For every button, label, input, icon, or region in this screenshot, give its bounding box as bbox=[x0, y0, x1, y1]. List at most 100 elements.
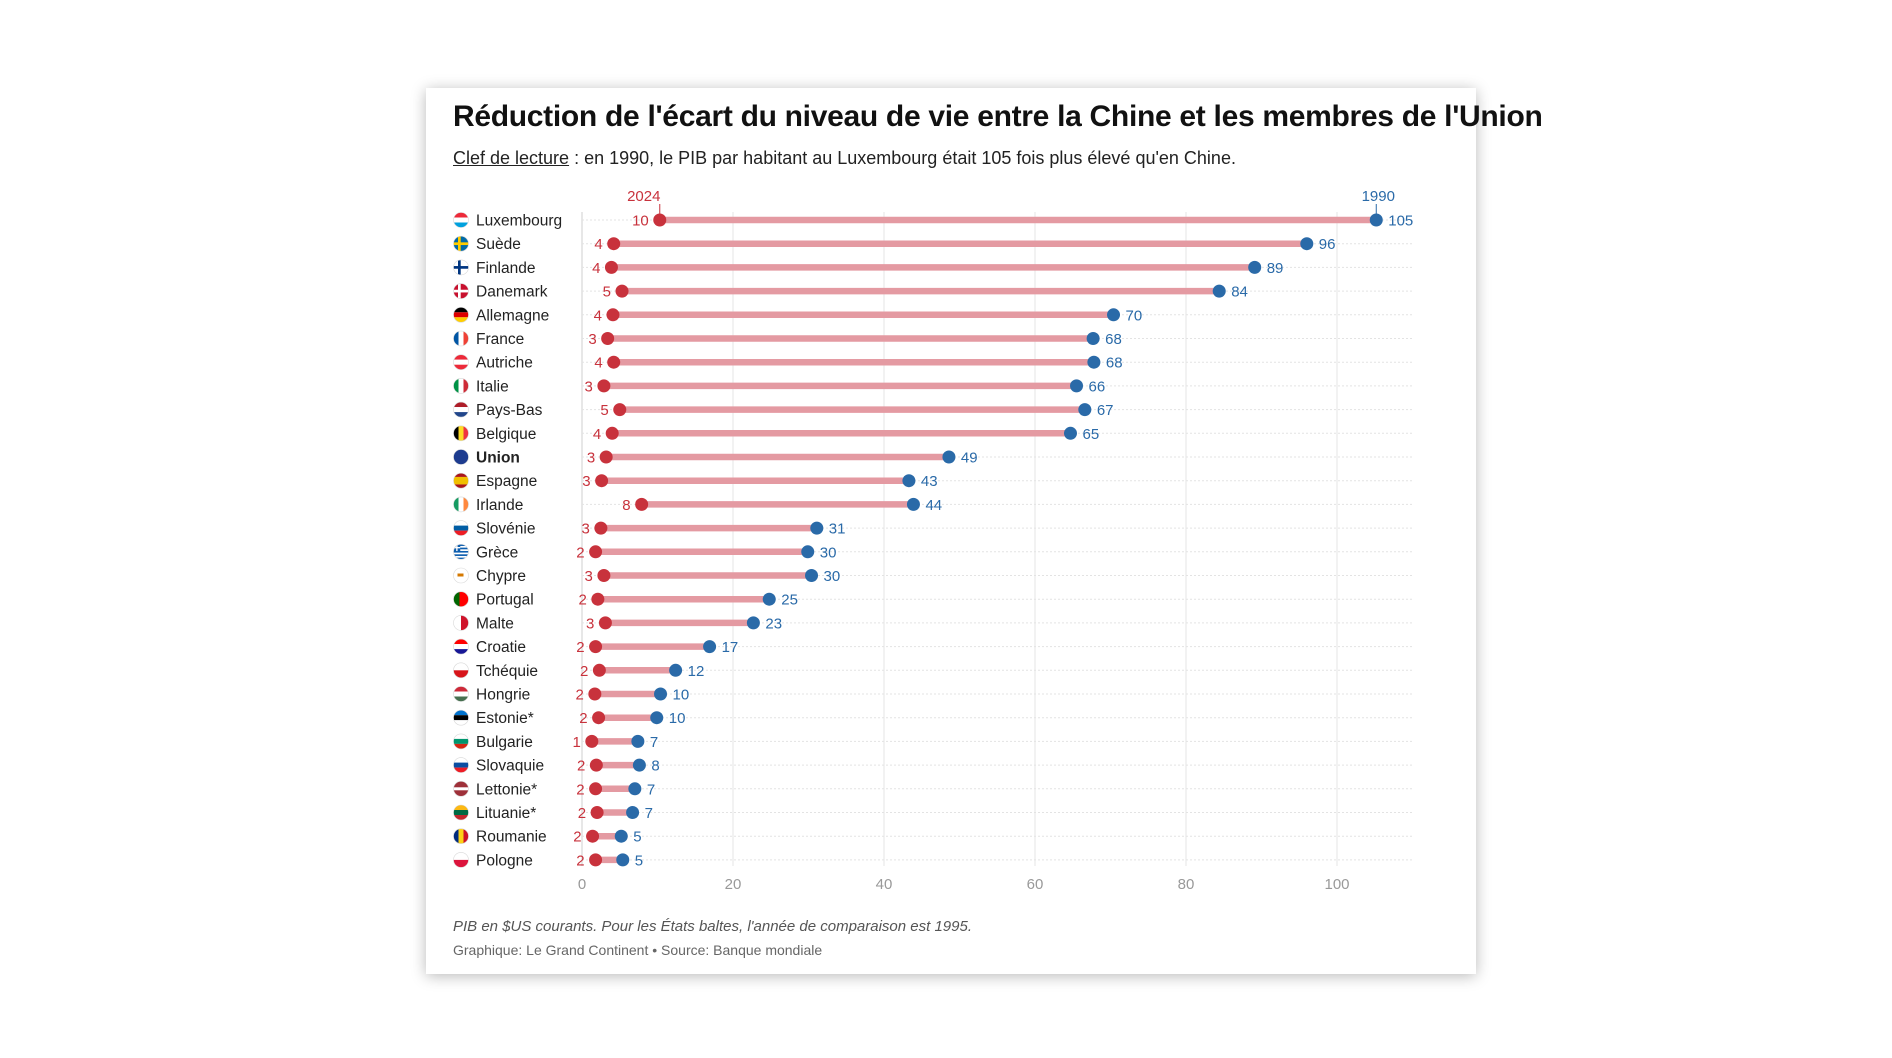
point-2024 bbox=[585, 734, 599, 748]
value-label-2024: 4 bbox=[592, 260, 600, 277]
point-2024 bbox=[607, 355, 621, 369]
country-label: Hongrie bbox=[476, 687, 530, 704]
point-1990 bbox=[628, 782, 642, 796]
flag-latvia-icon bbox=[453, 780, 469, 797]
flag-estonia-icon bbox=[453, 709, 469, 726]
value-label-2024: 2 bbox=[576, 781, 584, 798]
flag-romania-icon bbox=[453, 828, 469, 845]
point-2024 bbox=[601, 332, 615, 345]
point-1990 bbox=[762, 592, 776, 606]
flag-spain-icon bbox=[453, 472, 469, 489]
value-label-1990: 105 bbox=[1388, 213, 1413, 230]
country-label: Pologne bbox=[476, 852, 533, 869]
point-2024 bbox=[606, 308, 620, 322]
value-label-2024: 4 bbox=[594, 307, 602, 324]
footnote: PIB en $US courants. Pour les États balt… bbox=[453, 918, 973, 935]
point-1990 bbox=[1212, 284, 1226, 298]
point-1990 bbox=[902, 474, 916, 488]
country-label: Malte bbox=[476, 615, 514, 632]
point-2024 bbox=[594, 521, 608, 535]
point-2024 bbox=[605, 426, 619, 440]
value-label-1990: 30 bbox=[820, 544, 837, 561]
country-label: Danemark bbox=[476, 284, 548, 301]
point-1990 bbox=[703, 640, 717, 654]
x-tick-label: 20 bbox=[725, 876, 742, 893]
flag-slovenia-icon bbox=[453, 520, 469, 536]
flag-france-icon bbox=[453, 330, 469, 347]
flag-austria-icon bbox=[453, 354, 469, 371]
country-label: Roumanie bbox=[476, 829, 547, 846]
value-label-1990: 67 bbox=[1097, 402, 1114, 419]
value-label-1990: 89 bbox=[1267, 260, 1284, 277]
country-label: Portugal bbox=[476, 592, 534, 609]
source-credit: Graphique: Le Grand Continent • Source: … bbox=[453, 942, 823, 958]
point-2024 bbox=[615, 284, 629, 298]
x-tick-label: 0 bbox=[578, 876, 586, 893]
subtitle-text: : en 1990, le PIB par habitant au Luxemb… bbox=[569, 148, 1236, 168]
value-label-2024: 1 bbox=[572, 734, 580, 751]
flag-ireland-icon bbox=[453, 496, 469, 513]
value-label-1990: 44 bbox=[925, 497, 942, 514]
value-label-1990: 7 bbox=[650, 734, 658, 751]
x-tick-label: 40 bbox=[876, 876, 893, 893]
flag-hungary-icon bbox=[453, 686, 469, 702]
value-label-1990: 5 bbox=[633, 829, 641, 846]
country-label: Slovénie bbox=[476, 521, 535, 538]
flag-belgium-icon bbox=[453, 425, 469, 442]
point-1990 bbox=[631, 734, 645, 748]
country-label: Lettonie* bbox=[476, 781, 537, 798]
value-label-1990: 10 bbox=[669, 710, 686, 727]
flag-slovakia-icon bbox=[453, 757, 469, 773]
value-label-1990: 7 bbox=[647, 781, 655, 798]
country-label: Bulgarie bbox=[476, 734, 533, 751]
point-2024 bbox=[589, 782, 603, 796]
country-label: Luxembourg bbox=[476, 213, 562, 230]
point-2024 bbox=[595, 474, 609, 488]
value-label-1990: 7 bbox=[645, 805, 653, 822]
value-label-1990: 70 bbox=[1126, 307, 1143, 324]
point-2024 bbox=[599, 450, 613, 464]
point-2024 bbox=[597, 379, 611, 393]
flag-italy-icon bbox=[453, 378, 469, 394]
value-label-1990: 25 bbox=[781, 592, 798, 609]
flag-croatia-icon bbox=[453, 638, 469, 655]
flag-poland-icon bbox=[453, 852, 469, 868]
flag-eu-icon bbox=[453, 449, 469, 465]
series-label-1990: 1990 bbox=[1362, 188, 1395, 205]
country-label: Pays-Bas bbox=[476, 402, 543, 419]
country-label: Allemagne bbox=[476, 307, 549, 324]
country-label: Irlande bbox=[476, 497, 523, 514]
value-label-2024: 2 bbox=[575, 687, 583, 704]
point-1990 bbox=[654, 687, 668, 701]
chart-card: Réduction de l'écart du niveau de vie en… bbox=[426, 88, 1543, 974]
point-1990 bbox=[614, 829, 628, 843]
value-label-2024: 2 bbox=[576, 639, 584, 656]
value-label-2024: 10 bbox=[632, 213, 649, 230]
point-2024 bbox=[598, 616, 612, 630]
country-label: Lituanie* bbox=[476, 805, 536, 822]
country-label: Belgique bbox=[476, 426, 536, 443]
flag-czechia-icon bbox=[453, 662, 469, 679]
point-2024 bbox=[588, 687, 602, 701]
point-1990 bbox=[650, 711, 664, 725]
flag-bulgaria-icon bbox=[453, 733, 469, 750]
point-1990 bbox=[1300, 237, 1314, 251]
flag-luxembourg-icon bbox=[453, 212, 469, 228]
value-label-1990: 17 bbox=[722, 639, 739, 656]
point-1990 bbox=[746, 616, 760, 630]
point-1990 bbox=[632, 758, 646, 772]
country-label: Finlande bbox=[476, 260, 535, 277]
value-label-1990: 5 bbox=[635, 852, 643, 869]
value-label-2024: 2 bbox=[576, 852, 584, 869]
value-label-1990: 66 bbox=[1089, 378, 1106, 395]
country-label: Autriche bbox=[476, 355, 533, 372]
flag-lithuania-icon bbox=[453, 804, 469, 821]
country-label: Suède bbox=[476, 236, 521, 253]
value-label-2024: 2 bbox=[579, 592, 587, 609]
value-label-1990: 49 bbox=[961, 450, 978, 467]
flag-malta-icon bbox=[453, 615, 469, 631]
value-label-2024: 2 bbox=[579, 710, 587, 727]
point-2024 bbox=[604, 260, 618, 274]
value-label-2024: 2 bbox=[576, 544, 584, 561]
